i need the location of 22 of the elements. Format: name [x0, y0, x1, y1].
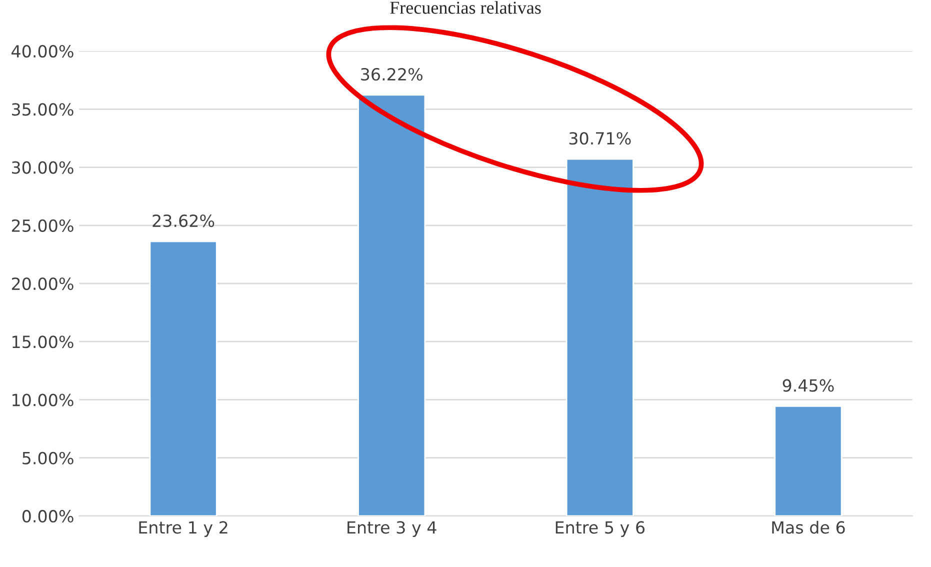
chart-title: Frecuencias relativas [390, 1, 541, 14]
data-label: 30.71% [569, 132, 631, 145]
y-tick-label: 0.00% [22, 510, 74, 523]
y-tick-label: 5.00% [22, 452, 74, 464]
y-tick-label: 30.00% [12, 161, 74, 174]
x-tick-label: Entre 3 y 4 [348, 521, 436, 537]
y-tick-label: 20.00% [12, 277, 74, 290]
data-label: 36.22% [361, 68, 422, 81]
x-tick-label: Entre 1 y 2 [139, 521, 228, 537]
bar [149, 240, 218, 516]
y-tick-label: 40.00% [12, 44, 74, 58]
y-tick-label: 35.00% [12, 103, 74, 116]
bar [358, 94, 426, 516]
x-tick-label: Entre 5 y 6 [556, 521, 645, 537]
data-label: 23.62% [152, 214, 214, 228]
y-tick-label: 15.00% [12, 336, 74, 348]
y-tick-label: 10.00% [12, 394, 74, 406]
bar [774, 405, 842, 516]
bar [566, 158, 634, 516]
data-label: 9.45% [782, 379, 834, 392]
y-tick-label: 25.00% [12, 219, 74, 232]
x-tick-label: Mas de 6 [772, 520, 845, 534]
